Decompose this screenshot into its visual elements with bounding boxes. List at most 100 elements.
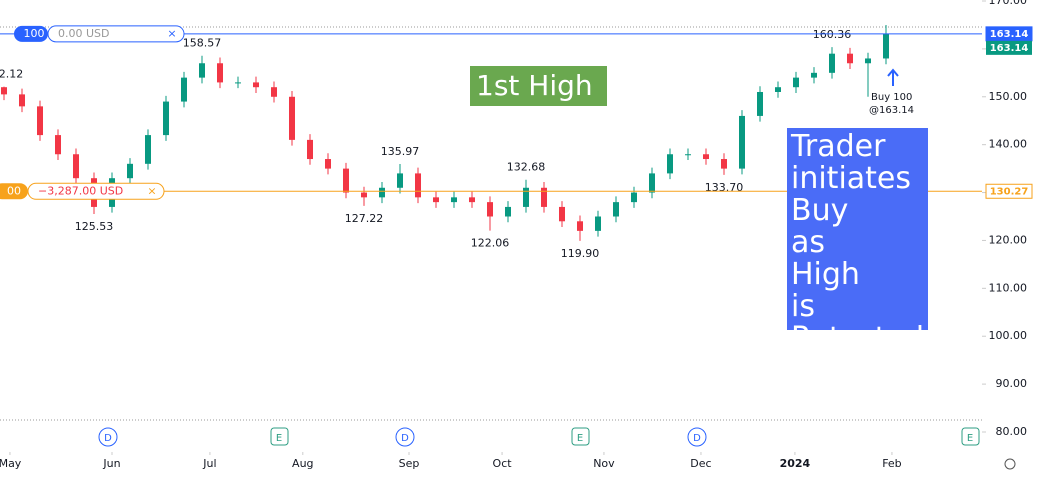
candle-body — [559, 206, 565, 222]
price-tag-label: 163.14 — [990, 29, 1029, 40]
x-tick-label: May — [0, 457, 22, 470]
position-pnl: −3,287.00 USD — [38, 184, 123, 197]
y-tick-label: 80.00 — [996, 425, 1028, 438]
position-pnl: 0.00 USD — [58, 27, 110, 40]
candle-body — [739, 115, 745, 169]
candle-body — [811, 72, 817, 78]
candle-body — [775, 87, 781, 92]
annotation: Trader initiates Buy as High is Retested — [791, 129, 924, 331]
y-tick-label: 140.00 — [989, 138, 1028, 151]
high-label: 160.36 — [813, 28, 852, 41]
candle-body — [235, 82, 241, 84]
event-icon — [571, 427, 590, 446]
annotation-box — [470, 66, 607, 106]
position-qty: 100 — [24, 27, 45, 40]
buy-arrow — [887, 68, 899, 86]
candle-body — [577, 221, 583, 231]
candle-body — [793, 77, 799, 88]
candle-body — [145, 135, 151, 164]
event-label: E — [967, 433, 973, 444]
event-label: E — [577, 433, 583, 444]
candle-body — [199, 63, 205, 78]
position-close: × — [147, 184, 156, 197]
candle-body — [469, 197, 475, 203]
plot: 80.0090.00100.00110.00120.00130.00140.00… — [0, 0, 1033, 470]
candle-body — [433, 197, 439, 203]
event-icon — [270, 427, 289, 446]
candle-body — [613, 202, 619, 217]
candle-body — [757, 91, 763, 116]
settings-icon[interactable] — [1004, 458, 1016, 470]
candle-body — [865, 58, 871, 64]
x-tick-label: Sep — [399, 457, 420, 470]
position-pnl-box — [27, 182, 165, 200]
annotation-text: Trader initiates Buy as High is Retested — [791, 129, 924, 331]
position-qty-box — [0, 183, 28, 200]
last-price-label: 163.14 — [990, 43, 1029, 54]
event-icon — [687, 427, 707, 447]
high-label: 132.68 — [507, 161, 546, 174]
low-label: 127.22 — [345, 212, 384, 225]
position-qty: 00 — [7, 184, 21, 197]
candle-body — [379, 187, 385, 198]
candle-body — [847, 53, 853, 64]
buy-note: @163.14 — [869, 105, 914, 116]
x-tick-label: Jun — [102, 457, 120, 470]
candle-body — [55, 135, 61, 155]
candle-body — [127, 163, 133, 179]
candle-body — [505, 206, 511, 217]
event-icon — [961, 427, 980, 446]
candle-body — [307, 139, 313, 160]
candle-body — [343, 168, 349, 193]
y-tick-label: 110.00 — [989, 281, 1028, 294]
candle-body — [271, 87, 277, 97]
candle-body — [325, 159, 331, 169]
event-label: D — [104, 433, 112, 444]
x-tick-label: Feb — [882, 457, 901, 470]
y-tick-label: 150.00 — [989, 90, 1028, 103]
candle-body — [541, 187, 547, 207]
high-label: 158.57 — [183, 37, 222, 50]
x-tick-label: Nov — [593, 457, 615, 470]
candle-body — [37, 106, 43, 136]
x-tick-label: Dec — [690, 457, 711, 470]
event-label: E — [276, 433, 282, 444]
candle-body — [829, 53, 835, 73]
candle-body — [19, 94, 25, 107]
candle-body — [361, 192, 367, 198]
candle-body — [667, 154, 673, 174]
position-qty-box — [14, 25, 48, 42]
price-tag-label: 130.27 — [990, 186, 1029, 197]
candle-body — [1, 87, 7, 95]
candle-body — [649, 173, 655, 193]
candle-body — [595, 216, 601, 231]
candle-body — [451, 197, 457, 203]
candle-body — [163, 101, 169, 136]
event-label: D — [693, 433, 701, 444]
low-label: 133.70 — [705, 181, 744, 194]
candle-body — [523, 187, 529, 207]
event-label: D — [401, 433, 409, 444]
event-icon — [98, 427, 118, 447]
price-tag — [985, 183, 1033, 199]
position-pnl-box — [47, 25, 185, 43]
low-label: 125.53 — [75, 220, 114, 233]
x-tick-label: Oct — [493, 457, 513, 470]
high-label: 135.97 — [381, 145, 420, 158]
high-label: 152.12 — [0, 68, 23, 81]
candle-body — [397, 173, 403, 188]
events: D E D E D E — [98, 427, 980, 447]
x-tick-label: Jul — [202, 457, 216, 470]
buy-note: Buy 100 — [871, 92, 912, 103]
candle-body — [253, 82, 259, 88]
candle-body — [181, 77, 187, 102]
candle-body — [289, 96, 295, 140]
candle-body — [703, 154, 709, 160]
candle-body — [883, 33, 889, 59]
last-price-tag — [986, 40, 1032, 55]
low-label: 119.90 — [561, 247, 600, 260]
candle-body — [415, 173, 421, 198]
annotation-box — [787, 128, 928, 330]
y-tick-label: 100.00 — [989, 329, 1028, 342]
